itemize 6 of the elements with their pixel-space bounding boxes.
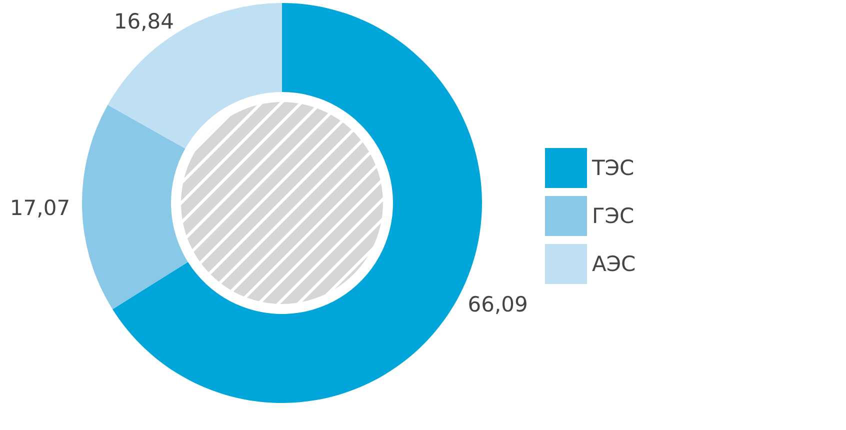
data-label: 16,84 xyxy=(114,10,174,34)
data-label: 66,09 xyxy=(468,292,528,317)
legend-label: АЭС xyxy=(592,252,636,276)
legend-label: ТЭС xyxy=(591,156,634,180)
legend-label: ГЭС xyxy=(592,204,634,228)
data-label: 17,07 xyxy=(10,196,70,220)
